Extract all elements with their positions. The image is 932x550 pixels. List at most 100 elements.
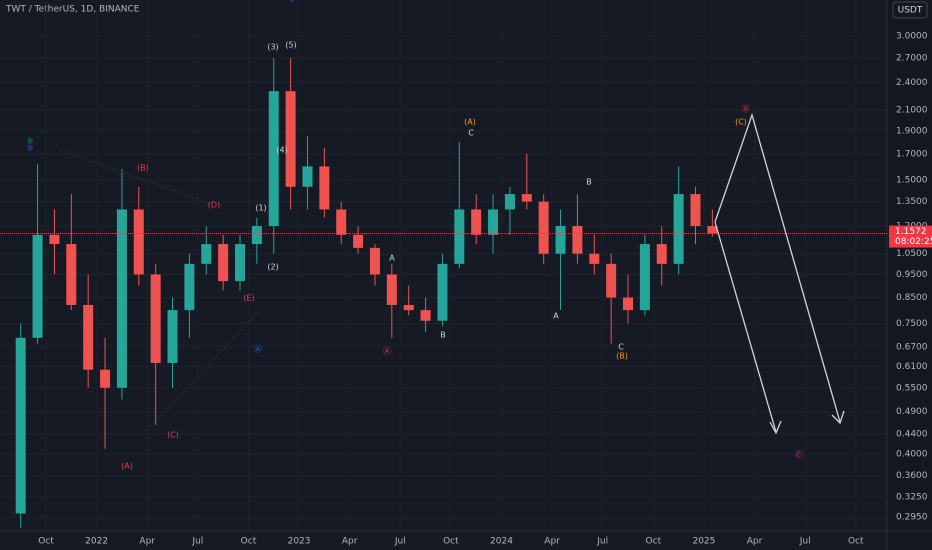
wave-label: A	[389, 254, 395, 263]
y-tick-label: 0.3600	[896, 471, 928, 481]
y-tick-label: 0.4900	[896, 407, 928, 417]
x-tick-label: 2022	[85, 537, 108, 547]
candle-body	[707, 226, 718, 234]
candle-body	[589, 253, 600, 264]
y-tick-label: 0.4000	[896, 449, 928, 459]
candle-body	[504, 194, 515, 210]
candle-body	[471, 209, 482, 235]
last-price-box	[889, 225, 932, 248]
x-tick-label: 2025	[692, 537, 715, 547]
candle-body	[572, 226, 583, 254]
x-tick-label: Oct	[443, 537, 459, 547]
wave-label: (A)	[121, 462, 133, 471]
candle-body	[285, 91, 296, 187]
candle-body	[437, 263, 448, 321]
wave-label: A	[553, 312, 559, 321]
y-tick-label: 2.4000	[896, 78, 928, 88]
candle-body	[690, 194, 701, 227]
candle-body	[201, 244, 212, 264]
candle-body	[639, 244, 650, 311]
symbol-title: TWT / TetherUS, 1D, BINANCE	[5, 5, 140, 15]
wave-label: (3)	[267, 43, 278, 52]
wave-label: ⑤	[26, 144, 33, 153]
wave-label: B	[440, 331, 446, 340]
wave-label: Ⓑ	[742, 105, 750, 114]
x-tick-label: Oct	[848, 537, 864, 547]
y-tick-label: 2.7000	[896, 53, 928, 63]
projection	[59, 112, 845, 435]
y-tick-label: 0.8500	[896, 293, 928, 303]
y-tick-label: 0.7500	[896, 319, 928, 329]
y-tick-label: 0.2950	[896, 512, 928, 522]
x-tick-label: Oct	[241, 537, 257, 547]
candle-body	[83, 304, 94, 370]
candle-body	[268, 91, 279, 227]
candle-body	[302, 166, 313, 187]
x-tick-label: Jul	[799, 537, 811, 547]
candle-body	[319, 166, 330, 210]
arrow-head	[831, 410, 845, 425]
candle-body	[251, 226, 262, 245]
candle-body	[184, 263, 195, 311]
candle-body	[454, 209, 465, 264]
wave-label: (1)	[255, 204, 266, 213]
x-tick-label: Jul	[394, 537, 406, 547]
x-tick-label: Oct	[646, 537, 662, 547]
x-tick-label: Apr	[342, 537, 358, 547]
candle-body	[133, 209, 144, 275]
candle-body	[369, 247, 380, 275]
candle-body	[218, 244, 229, 282]
y-tick-label: 1.3500	[896, 197, 928, 207]
candle-body	[403, 304, 414, 311]
y-tick-label: 0.3250	[896, 492, 928, 502]
projection-path	[714, 221, 777, 433]
x-tick-label: 2023	[288, 537, 311, 547]
y-tick-label: 0.4400	[896, 430, 928, 440]
y-tick-label: 0.6700	[896, 342, 928, 352]
x-tick-label: Jul	[596, 537, 608, 547]
candle-body	[606, 263, 617, 298]
wave-label: C	[468, 129, 474, 138]
candle-body	[49, 234, 60, 245]
y-tick-label: 0.5500	[896, 383, 928, 393]
countdown: 08:02:25	[895, 237, 932, 247]
wave-label: Ⓐ	[254, 345, 262, 354]
y-tick-label: 1.5000	[896, 175, 928, 185]
candle-body	[555, 226, 566, 254]
candle-body	[100, 369, 111, 388]
wave-label: ⑤	[288, 0, 295, 4]
y-tick-label: 1.0500	[896, 249, 928, 259]
wave-label: B	[586, 178, 592, 187]
candle-body	[66, 244, 77, 305]
y-tick-label: 1.7000	[896, 149, 928, 159]
currency-button[interactable]	[892, 1, 928, 19]
plot	[0, 57, 887, 528]
wave-label: C	[618, 343, 624, 352]
y-tick-label: 0.9500	[896, 270, 928, 280]
wave-label: ⑤	[26, 137, 33, 146]
wave-label: Ⓒ	[795, 451, 803, 460]
y-tick-label: 2.1000	[896, 106, 928, 116]
candle-body	[521, 194, 532, 202]
candle-body	[150, 274, 161, 363]
wave-label: (B)	[137, 164, 149, 173]
candle-body	[32, 234, 43, 338]
candle-body	[336, 209, 347, 235]
candle-body	[488, 209, 499, 235]
wave-label: (B)	[616, 352, 628, 361]
projection-path	[714, 112, 841, 423]
candle-body	[538, 201, 549, 254]
wave-label: Ⓐ	[383, 347, 391, 356]
trend-line	[147, 311, 259, 431]
candle-body	[656, 244, 667, 264]
x-tick-label: Jul	[191, 537, 203, 547]
price-axis-panel	[887, 0, 932, 550]
wave-label: (4)	[276, 146, 287, 155]
wave-label: (2)	[267, 263, 278, 272]
wave-label: (A)	[464, 118, 476, 127]
candle-body	[15, 337, 26, 514]
candle-body	[420, 310, 431, 321]
candle-body	[673, 194, 684, 264]
currency[interactable]: USDT	[898, 6, 923, 16]
